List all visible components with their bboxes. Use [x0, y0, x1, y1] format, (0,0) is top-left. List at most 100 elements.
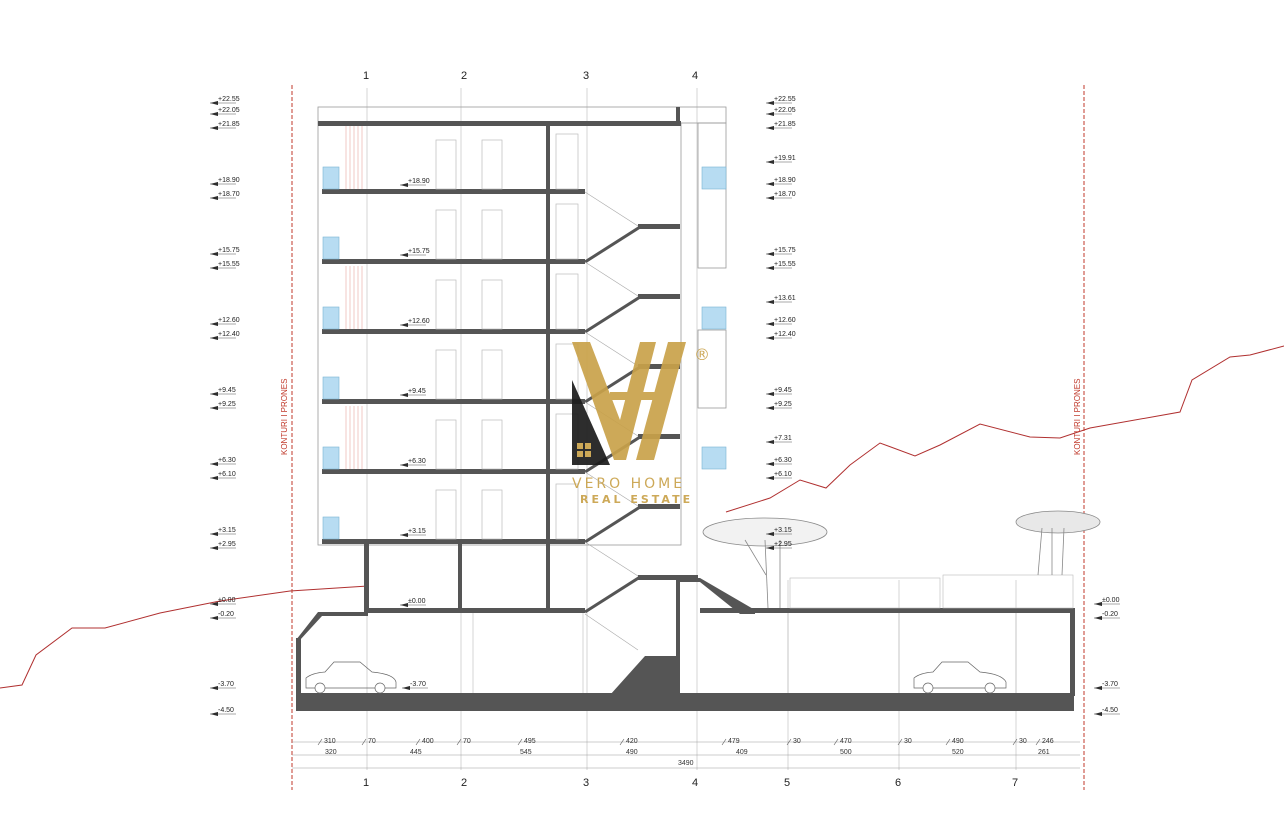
- level-value: +3.15: [218, 527, 236, 534]
- windows-left: [322, 166, 340, 540]
- level-value: +18.90: [408, 178, 430, 185]
- level-marker-right: +7.31: [766, 435, 792, 444]
- dimension-tick: [1012, 738, 1018, 746]
- floor-level-label: +12.60: [400, 318, 430, 327]
- dimension-value: 490: [626, 749, 638, 756]
- axis-bottom-7: 7: [1012, 777, 1018, 789]
- dimension-value: 310: [324, 738, 336, 745]
- level-value: +12.60: [218, 317, 240, 324]
- dimension-tick: [833, 738, 839, 746]
- axis-top-3: 3: [583, 70, 589, 82]
- level-value: +6.10: [218, 471, 236, 478]
- axis-bottom-6: 6: [895, 777, 901, 789]
- level-value: +2.95: [774, 541, 792, 548]
- level-value: +22.55: [218, 96, 240, 103]
- level-value: +9.45: [774, 387, 792, 394]
- property-line-label-right: KONTURI I PRONES: [1073, 379, 1082, 455]
- tree-right: [1015, 510, 1101, 576]
- door-openings: [435, 133, 579, 540]
- level-value: -3.70: [1102, 681, 1118, 688]
- level-marker-left: +9.45: [210, 387, 236, 396]
- level-marker-left: +21.85: [210, 121, 240, 130]
- dimension-value: 520: [952, 749, 964, 756]
- floor-slabs: [322, 189, 585, 613]
- level-value: +18.90: [774, 177, 796, 184]
- dimension-value: 420: [626, 738, 638, 745]
- level-value: +21.85: [774, 121, 796, 128]
- axis-top-2: 2: [461, 70, 467, 82]
- level-marker-right: +15.55: [766, 261, 796, 270]
- level-marker-right: +22.05: [766, 107, 796, 116]
- level-marker-left: +12.60: [210, 317, 240, 326]
- dimension-value: 30: [1019, 738, 1027, 745]
- dimension-tick: [317, 738, 323, 746]
- dimension-row-2: 320 445 545 490 409 500 520 261: [325, 749, 1050, 756]
- level-marker-right: +6.30: [766, 457, 792, 466]
- level-value: +15.55: [774, 261, 796, 268]
- level-marker-edge: ±0.00: [1094, 597, 1120, 606]
- balcony-railings: [345, 126, 363, 469]
- level-value: +12.40: [218, 331, 240, 338]
- level-marker-left: +18.70: [210, 191, 240, 200]
- level-value: -3.70: [218, 681, 234, 688]
- level-marker-left: +12.40: [210, 331, 240, 340]
- dimension-value: 479: [728, 738, 740, 745]
- axis-bottom-5: 5: [784, 777, 790, 789]
- level-value: ±0.00: [218, 597, 236, 604]
- dimension-value: 470: [840, 738, 852, 745]
- level-value: -4.50: [1102, 707, 1118, 714]
- level-markers-right: +22.55 +22.05 +21.85 +19.91 +18.90 +18.70 +15.…: [766, 96, 796, 550]
- level-value: +9.25: [774, 401, 792, 408]
- level-markers-left: +22.55 +22.05 +21.85 +18.90 +18.70 +15.75 +15.…: [210, 96, 240, 716]
- dimension-tick: [1035, 738, 1041, 746]
- axis-top-4: 4: [692, 70, 698, 82]
- dimension-value: 70: [368, 738, 376, 745]
- dimension-tick: [361, 738, 367, 746]
- dimension-value: 490: [952, 738, 964, 745]
- level-value: -0.20: [218, 611, 234, 618]
- floor-level-label: +9.45: [400, 388, 426, 397]
- brand-watermark: ® VERO HOME REAL ESTATE: [572, 342, 710, 506]
- level-marker-left: +22.05: [210, 107, 240, 116]
- floor-level-label: +3.15: [400, 528, 426, 537]
- level-marker-right: +21.85: [766, 121, 796, 130]
- dimension-value: 320: [325, 749, 337, 756]
- level-marker-right: +6.10: [766, 471, 792, 480]
- dimension-tick: [456, 738, 462, 746]
- dimension-tick: [517, 738, 523, 746]
- floor-level-label: +18.90: [400, 178, 430, 187]
- level-value: -3.70: [410, 681, 426, 688]
- level-marker-left: -4.50: [210, 707, 236, 716]
- dimension-value: 261: [1038, 749, 1050, 756]
- level-marker-right: +9.25: [766, 401, 792, 410]
- level-value: +22.55: [774, 96, 796, 103]
- level-value: -0.20: [1102, 611, 1118, 618]
- dimension-tick: [897, 738, 903, 746]
- roof-slab: [318, 121, 681, 126]
- level-marker-edge: -4.50: [1094, 707, 1120, 716]
- level-value: +12.40: [774, 331, 796, 338]
- axis-bottom-3: 3: [583, 777, 589, 789]
- dimension-value: 445: [410, 749, 422, 756]
- level-marker-right: +9.45: [766, 387, 792, 396]
- windows-right: [701, 166, 727, 470]
- ground-columns: [364, 542, 462, 612]
- brand-name: VERO HOME: [572, 476, 685, 492]
- level-marker-left: +22.55: [210, 96, 240, 105]
- level-marker-left: +2.95: [210, 541, 236, 550]
- level-value: ±0.00: [408, 598, 426, 605]
- level-marker-left: +15.75: [210, 247, 240, 256]
- dimension-value: 246: [1042, 738, 1054, 745]
- level-marker-right: +12.60: [766, 317, 796, 326]
- level-value: +9.45: [408, 388, 426, 395]
- dimension-tick: [786, 738, 792, 746]
- terrain-line-right: [725, 345, 1284, 513]
- level-marker-left: ±0.00: [210, 597, 236, 606]
- level-value: +15.75: [774, 247, 796, 254]
- dimension-value: 400: [422, 738, 434, 745]
- level-value: +19.91: [774, 155, 796, 162]
- dimension-tick: [619, 738, 625, 746]
- car-left: [305, 661, 397, 694]
- dimension-tick: [721, 738, 727, 746]
